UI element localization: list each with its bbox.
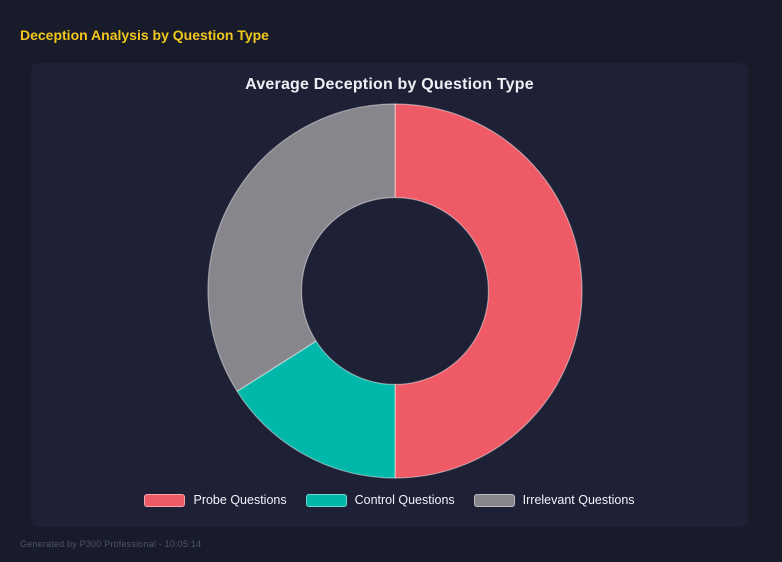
donut-segment-control-questions[interactable] [236,340,396,479]
legend-swatch [473,493,515,507]
footer-text: Generated by P300 Professional - 10:05:1… [20,539,202,549]
chart-panel: Average Deception by Question Type Probe… [31,63,748,527]
legend-item[interactable]: Control Questions [305,493,455,507]
legend-swatch [144,493,186,507]
legend-item[interactable]: Irrelevant Questions [473,493,635,507]
legend-label: Irrelevant Questions [522,493,635,507]
legend-label: Probe Questions [193,493,287,507]
donut-chart [207,103,583,479]
donut-segment-probe-questions[interactable] [394,103,583,479]
chart-title: Average Deception by Question Type [245,76,534,93]
legend-swatch [305,493,347,507]
page-title: Deception Analysis by Question Type [20,27,269,43]
donut-segment-irrelevant-questions[interactable] [207,103,396,392]
legend-label: Control Questions [354,493,455,507]
chart-legend: Probe Questions Control Questions Irreleva… [31,493,748,507]
legend-item[interactable]: Probe Questions [144,493,287,507]
